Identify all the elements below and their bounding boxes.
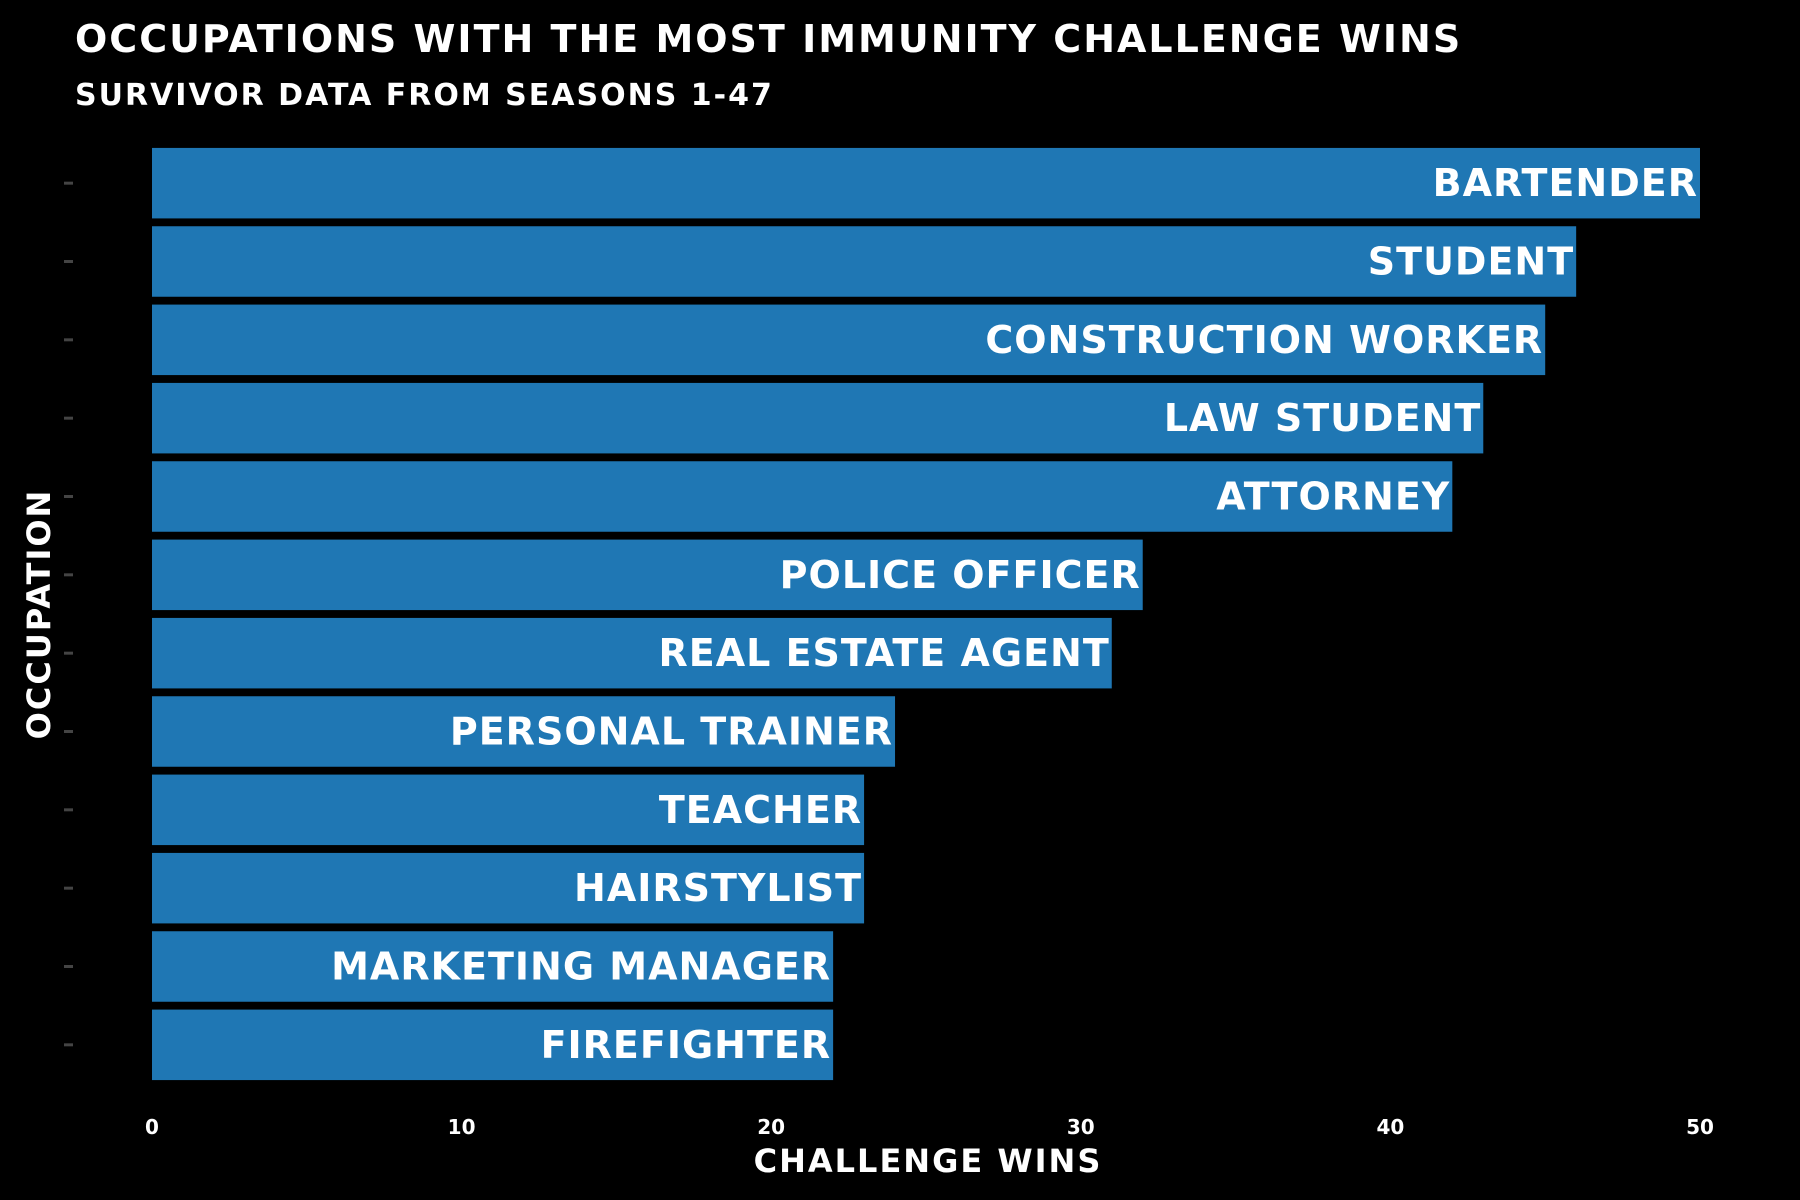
x-axis-title: CHALLENGE WINS [754,1142,1103,1180]
bar-hairstylist [152,852,865,924]
y-axis-ticks [64,181,73,1047]
chart-title: OCCUPATIONS WITH THE MOST IMMUNITY CHALL… [75,17,1462,61]
bar-label: HAIRSTYLIST [574,866,862,910]
bar-label: CONSTRUCTION WORKER [985,318,1543,362]
bar-label: FIREFIGHTER [541,1023,832,1067]
bar-label: POLICE OFFICER [780,553,1141,597]
x-tick-label: 10 [448,1115,476,1139]
bar-label: LAW STUDENT [1164,396,1481,440]
bar-real-estate-agent [152,617,1112,689]
bars-group: BARTENDER STUDENT CONSTRUCTION WORKER LAW S… [152,147,1700,1081]
bar-student [152,226,1577,297]
x-tick-label: 30 [1067,1115,1095,1139]
bar-label: ATTORNEY [1216,475,1450,519]
bar-police-officer [152,539,1143,611]
x-axis-ticks: 0 10 20 30 40 50 [145,1115,1714,1139]
bar-bartender [152,147,1700,219]
x-tick-label: 40 [1376,1115,1404,1139]
bar-label: REAL ESTATE AGENT [659,631,1110,675]
chart-subtitle: SURVIVOR DATA FROM SEASONS 1-47 [75,78,774,113]
bar-attorney [152,461,1453,532]
x-tick-label: 20 [757,1115,785,1139]
bar-label: MARKETING MANAGER [331,945,831,989]
y-axis-title: OCCUPATION [20,489,58,740]
bar-label: PERSONAL TRAINER [450,710,893,754]
bar-label: TEACHER [659,788,862,832]
x-tick-label: 50 [1686,1115,1714,1139]
bar-firefighter [152,1009,834,1081]
bar-law-student [152,382,1484,454]
bar-construction-worker [152,304,1546,376]
x-tick-label: 0 [145,1115,159,1139]
bar-label: BARTENDER [1433,161,1698,205]
bar-teacher [152,774,865,846]
bar-label: STUDENT [1368,240,1574,284]
bar-marketing-manager [152,931,834,1002]
bar-personal-trainer [152,696,896,767]
